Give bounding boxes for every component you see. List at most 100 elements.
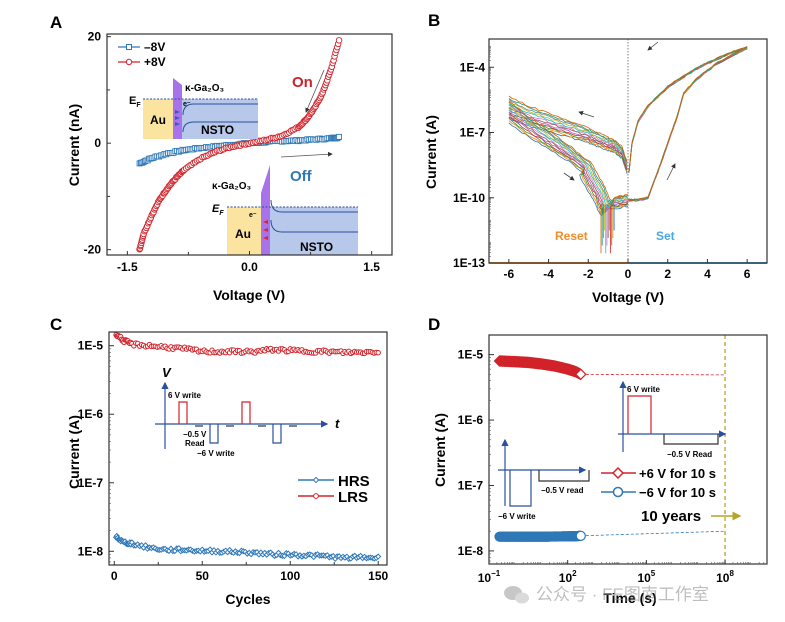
panel-a-letter: A: [50, 13, 62, 32]
legend: +6 V for 10 s −6 V for 10 s: [601, 466, 716, 500]
x-axis-label: Cycles: [225, 591, 270, 607]
nsto-block: [182, 99, 258, 139]
ten-years-label: 10 years: [641, 508, 701, 525]
iv-curve-set-return: [628, 48, 748, 173]
iv-curve-reset-sweep: [508, 107, 628, 169]
y-axis-label: Current (nA): [66, 104, 82, 186]
y-tick-label: -20: [84, 243, 102, 257]
band-diagram-on: EF Au NSTO κ-Ga₂O₃ e⁻: [129, 78, 258, 139]
y-tick-label: 0: [94, 136, 101, 150]
y-tick-label: 1E-13: [453, 256, 485, 270]
panel-c-letter: C: [50, 315, 62, 334]
series-minus-6v: [494, 530, 726, 542]
iv-curve-reset-sweep: [508, 116, 628, 173]
legend-marker: [312, 476, 320, 484]
iv-curve-reset-return: [508, 116, 629, 213]
watermark: 公众号 · FE图南工作室: [504, 585, 709, 604]
legend-label: +8V: [144, 55, 166, 69]
legend: –8V+8V: [118, 40, 166, 69]
legend-label: HRS: [338, 473, 370, 490]
series-minus-8v: [136, 133, 343, 167]
conduction-band: [270, 199, 358, 213]
on-state-label: On: [292, 74, 313, 91]
y-axis-label: Current (A): [66, 415, 82, 489]
y-tick-label: 1E-8: [458, 544, 484, 558]
write-pulse: [509, 470, 532, 507]
nsto-label: NSTO: [201, 123, 234, 137]
legend-marker: [125, 58, 133, 66]
legend-label: −6 V for 10 s: [639, 485, 716, 500]
x-tick-label: 1.5: [363, 260, 380, 274]
iv-curve-set-sweep: [627, 47, 748, 202]
set-label: Set: [656, 229, 675, 243]
x-tick-label: 6: [744, 267, 751, 281]
data-point: [574, 368, 587, 381]
iv-curve-set-sweep: [627, 46, 748, 201]
write-neg-label: −6 V write: [197, 449, 235, 458]
y-tick-label: 1E-7: [458, 478, 484, 492]
series-hrs: [112, 532, 382, 563]
x-tick-label: -4: [543, 267, 554, 281]
y-axis-label: Current (A): [423, 115, 439, 189]
pulse-inset-negative: −6 V write −0.5 V read: [498, 438, 590, 521]
electron-flow-arrows: [263, 220, 268, 240]
panel-b: B Reset Set -6 -4 -2 0 2 4 6 1E-13 1E-10 1E-7 1E-4…: [423, 11, 768, 305]
x-tick-label: 50: [196, 569, 210, 583]
read-voltage-label: −0.5 V: [183, 430, 207, 439]
iv-curve-reset-return: [508, 120, 629, 216]
iv-curve-set-sweep: [627, 47, 748, 201]
write-pulse-positive: [178, 401, 188, 424]
panel-a-data: [136, 37, 343, 253]
pulse-scheme-inset: V t 6 V write −0.5 V Read −6 V write: [155, 365, 340, 458]
panel-a-band-diagrams: EF Au NSTO κ-Ga₂O₃ e⁻ EF Au NSTO: [129, 78, 358, 255]
iv-curve-reset-sweep: [508, 101, 628, 167]
read-pulse: [663, 434, 719, 445]
electron-label: e⁻: [249, 212, 257, 219]
iv-curve-set-sweep: [627, 46, 748, 201]
panel-c-data: [112, 332, 382, 563]
write-pulse-negative: [209, 424, 219, 444]
off-state-label: Off: [290, 168, 313, 185]
sweep-arrow: [578, 110, 595, 118]
x-tick-label: 10−1: [478, 569, 501, 585]
electron-flow-arrows: [175, 110, 180, 126]
y-tick-label: 1E-8: [78, 544, 104, 558]
conduction-band: [182, 103, 258, 116]
x-tick-label: 150: [368, 569, 388, 583]
legend-marker: [611, 466, 625, 480]
iv-curve-reset-sweep: [508, 95, 628, 163]
data-point: [336, 133, 343, 140]
panel-d-data: [493, 335, 726, 564]
iv-curve-reset-sweep: [508, 98, 628, 163]
au-block: [143, 99, 173, 139]
legend-marker: [313, 493, 319, 499]
sweep-arrow-right: [280, 151, 333, 158]
x-tick-label: 102: [559, 569, 577, 585]
x-tick-label: -6: [504, 267, 515, 281]
legend-label: +6 V for 10 s: [639, 466, 716, 481]
fermi-label: EF: [129, 95, 141, 109]
pulse-inset-positive: 6 V write −0.5 V Read: [618, 380, 727, 459]
ga2o3-barrier: [173, 78, 182, 139]
x-tick-label: 108: [716, 569, 734, 585]
sweep-arrow: [563, 172, 575, 181]
iv-curve-set-sweep: [627, 46, 748, 201]
y-tick-label: 20: [88, 30, 102, 44]
ga2o3-label: κ-Ga₂O₃: [212, 181, 251, 192]
data-point: [335, 37, 343, 44]
data-point: [575, 530, 586, 541]
series-lrs: [113, 332, 381, 357]
iv-curve-set-return: [628, 46, 748, 172]
y-tick-label: 1E-6: [458, 413, 484, 427]
sweep-arrow: [647, 41, 659, 51]
iv-curve-set-return: [628, 48, 748, 173]
watermark-text: 公众号 · FE图南工作室: [536, 585, 709, 604]
nsto-block: [270, 207, 358, 255]
panel-d-letter: D: [428, 315, 440, 334]
ga2o3-label: κ-Ga₂O₃: [185, 83, 224, 94]
y-tick-label: 1E-5: [78, 339, 104, 353]
valence-band: [182, 121, 258, 133]
x-axis-label: Voltage (V): [213, 287, 285, 303]
